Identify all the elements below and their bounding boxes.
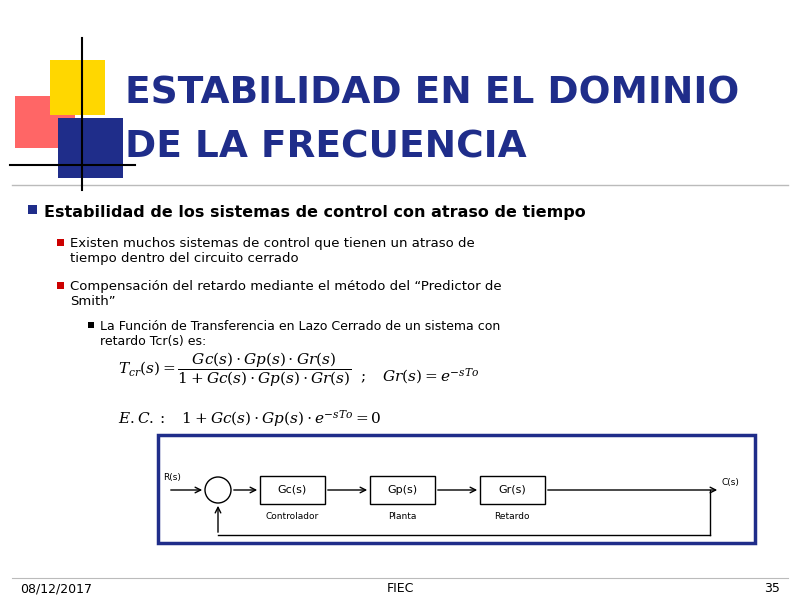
Text: $T_{cr}(s) = \dfrac{Gc(s) \cdot Gp(s) \cdot Gr(s)}{1+Gc(s) \cdot Gp(s) \cdot Gr(: $T_{cr}(s) = \dfrac{Gc(s) \cdot Gp(s) \c… bbox=[118, 350, 351, 389]
Text: −: − bbox=[214, 490, 222, 500]
Bar bbox=[50, 60, 105, 115]
Text: Gr(s): Gr(s) bbox=[498, 485, 526, 495]
Bar bbox=[88, 322, 94, 328]
Bar bbox=[57, 282, 64, 289]
Text: FIEC: FIEC bbox=[386, 582, 414, 595]
Text: Smith”: Smith” bbox=[70, 295, 116, 308]
Bar bbox=[260, 476, 325, 504]
Text: ESTABILIDAD EN EL DOMINIO: ESTABILIDAD EN EL DOMINIO bbox=[125, 75, 739, 111]
Bar bbox=[480, 476, 545, 504]
Text: Planta: Planta bbox=[388, 512, 416, 521]
Text: Gp(s): Gp(s) bbox=[387, 485, 417, 495]
Text: 08/12/2017: 08/12/2017 bbox=[20, 582, 92, 595]
Bar bbox=[158, 435, 755, 543]
Bar bbox=[28, 205, 37, 214]
Text: 35: 35 bbox=[764, 582, 780, 595]
Text: C(s): C(s) bbox=[722, 479, 740, 487]
Text: tiempo dentro del circuito cerrado: tiempo dentro del circuito cerrado bbox=[70, 252, 298, 265]
Text: $;\quad Gr(s) = e^{-sTo}$: $;\quad Gr(s) = e^{-sTo}$ bbox=[360, 366, 479, 386]
Text: Estabilidad de los sistemas de control con atraso de tiempo: Estabilidad de los sistemas de control c… bbox=[44, 205, 586, 220]
Text: retardo Tcr(s) es:: retardo Tcr(s) es: bbox=[100, 335, 206, 348]
Text: DE LA FRECUENCIA: DE LA FRECUENCIA bbox=[125, 130, 526, 166]
Circle shape bbox=[205, 477, 231, 503]
Bar bbox=[57, 239, 64, 246]
Text: La Función de Transferencia en Lazo Cerrado de un sistema con: La Función de Transferencia en Lazo Cerr… bbox=[100, 320, 500, 333]
Text: +: + bbox=[214, 481, 222, 491]
Text: Compensación del retardo mediante el método del “Predictor de: Compensación del retardo mediante el mét… bbox=[70, 280, 502, 293]
Bar bbox=[370, 476, 435, 504]
Text: Gc(s): Gc(s) bbox=[278, 485, 306, 495]
Text: Retardo: Retardo bbox=[494, 512, 530, 521]
Text: Existen muchos sistemas de control que tienen un atraso de: Existen muchos sistemas de control que t… bbox=[70, 237, 474, 250]
Bar bbox=[15, 96, 75, 148]
Bar bbox=[58, 118, 123, 178]
Text: $E.C.: \quad 1+Gc(s) \cdot Gp(s) \cdot e^{-sTo} = 0$: $E.C.: \quad 1+Gc(s) \cdot Gp(s) \cdot e… bbox=[118, 408, 382, 429]
Text: Controlador: Controlador bbox=[266, 512, 318, 521]
Text: R(s): R(s) bbox=[163, 473, 181, 482]
